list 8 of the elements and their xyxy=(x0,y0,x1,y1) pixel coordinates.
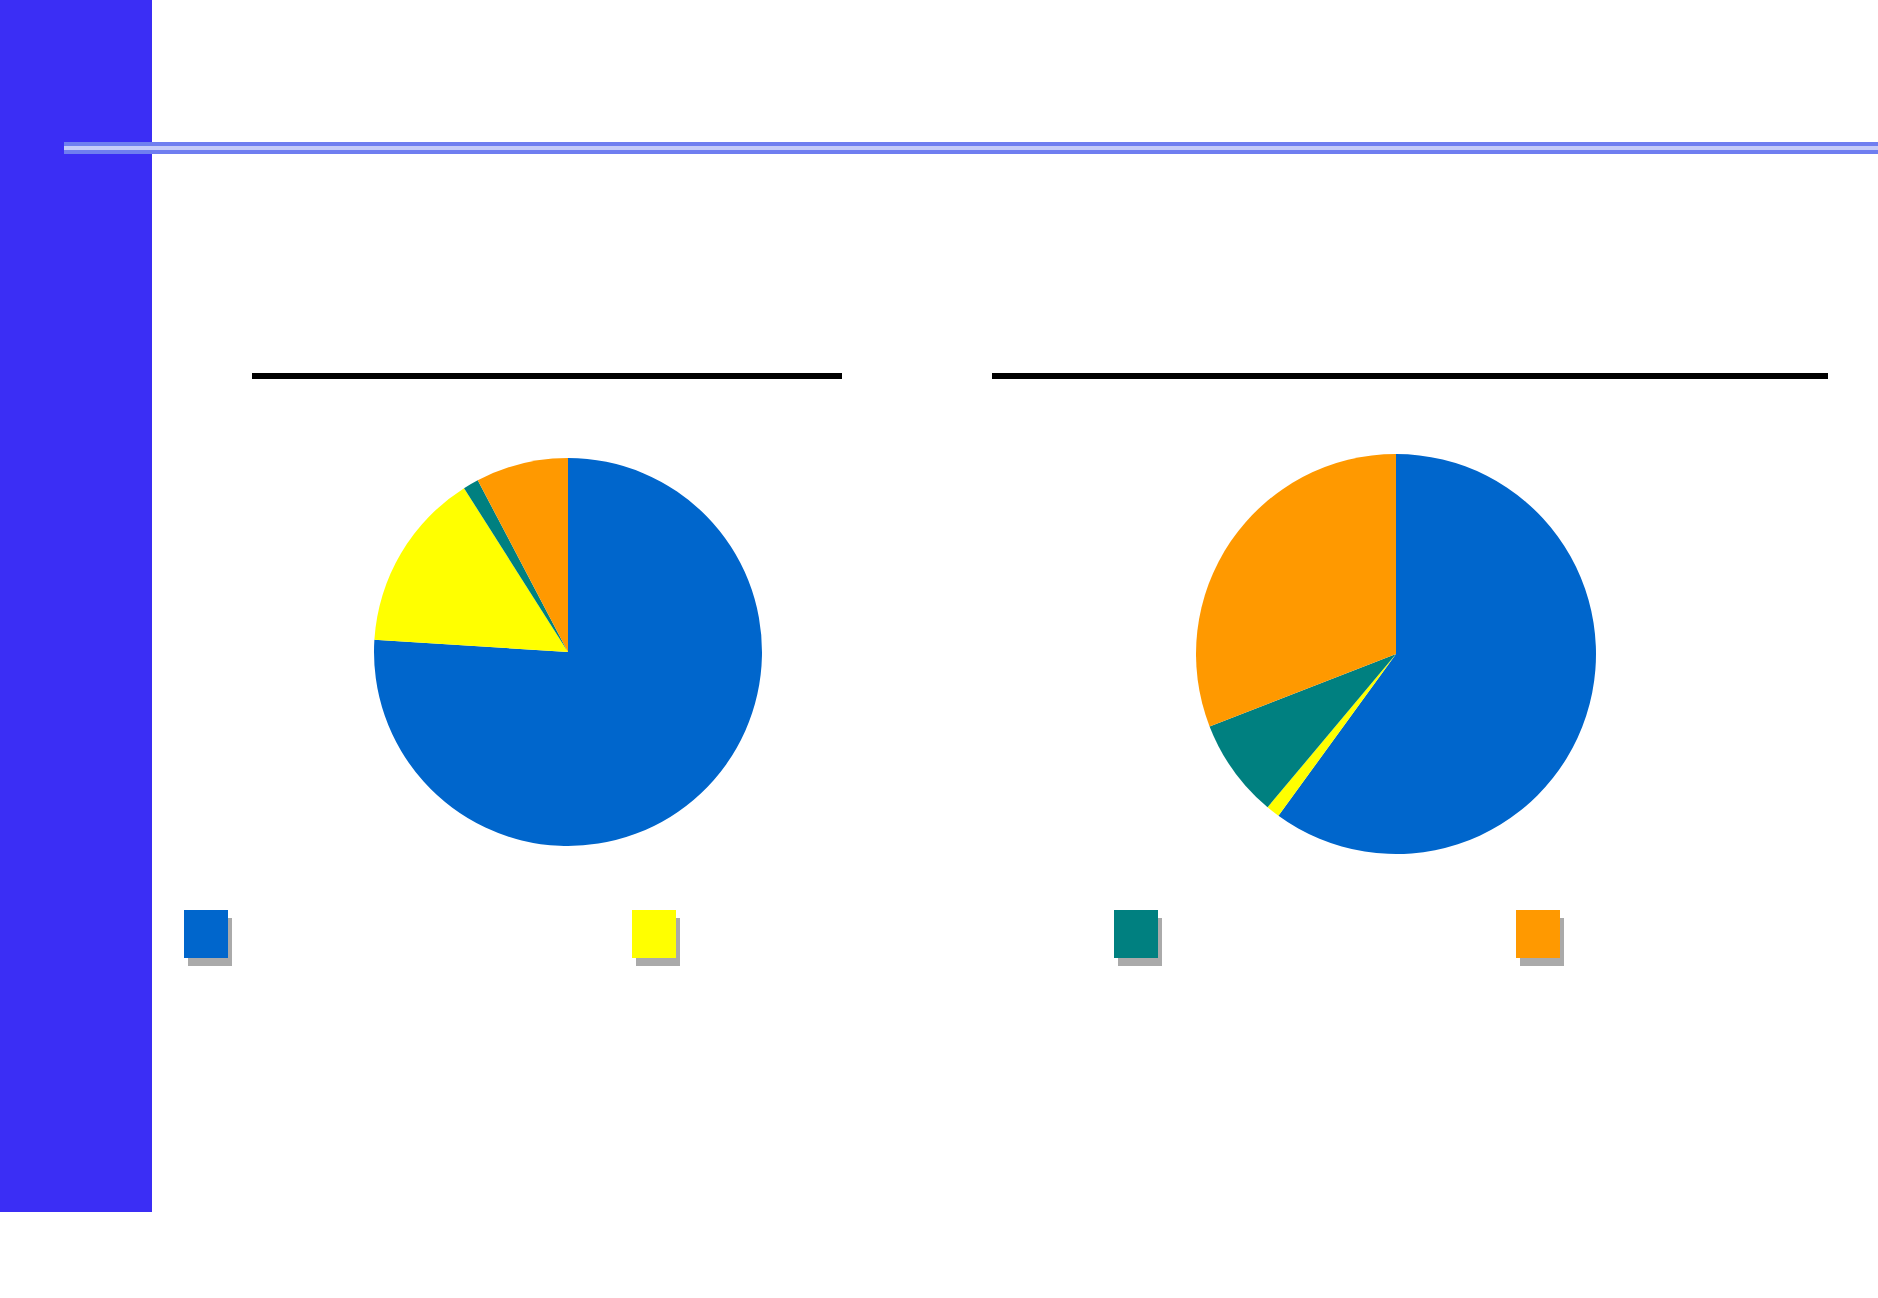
pie-slice xyxy=(477,458,568,652)
pie-slice xyxy=(374,488,568,652)
pie-slice xyxy=(374,458,762,846)
pie-slice xyxy=(464,480,568,652)
pie-slice xyxy=(1209,654,1396,808)
pie-slice xyxy=(1196,454,1396,727)
pie-slice xyxy=(1278,454,1596,854)
pie-slice xyxy=(1267,654,1396,816)
